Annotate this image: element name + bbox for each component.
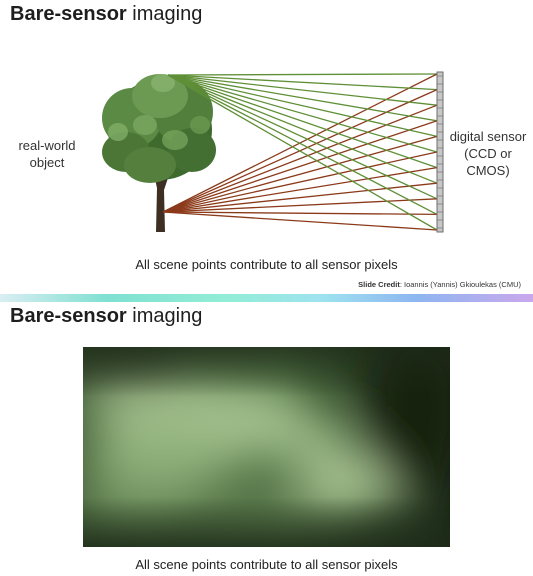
ray-top-source bbox=[167, 74, 438, 200]
ray-bottom-source bbox=[162, 135, 438, 213]
slide-credit: Slide Credit: Ioannis (Yannis) Gkiouleka… bbox=[358, 280, 521, 289]
ray-diagram bbox=[102, 71, 444, 233]
title-rest: imaging bbox=[126, 3, 203, 25]
ray-top-source bbox=[167, 74, 438, 138]
ray-bottom-source bbox=[162, 120, 438, 213]
ray-bottom-source bbox=[162, 104, 438, 213]
ray-top-source bbox=[167, 73, 438, 76]
title-rest: imaging bbox=[126, 305, 203, 327]
ray-bottom-source bbox=[162, 211, 438, 231]
digital-sensor-icon bbox=[436, 71, 444, 233]
ray-top-source bbox=[167, 74, 438, 184]
ray-bottom-source bbox=[162, 166, 438, 213]
light-rays bbox=[162, 73, 438, 231]
ray-top-source bbox=[167, 74, 438, 106]
credit-rest: : Ioannis (Yannis) Gkioulekas (CMU) bbox=[399, 280, 521, 289]
tree-icon bbox=[102, 74, 216, 232]
slide-gradient-bar bbox=[0, 294, 533, 302]
ray-bottom-source bbox=[162, 211, 438, 216]
ray-top-source bbox=[167, 74, 438, 169]
sensor-label: digital sensor (CCD or CMOS) bbox=[449, 129, 527, 178]
slide-title: Bare-sensor imaging bbox=[10, 3, 202, 26]
ray-top-source bbox=[167, 74, 438, 122]
ray-bottom-source bbox=[162, 198, 438, 213]
ray-top-source bbox=[167, 74, 438, 153]
slide-diagram: Bare-sensor imaging bbox=[0, 3, 533, 302]
slide-blurred-image: Bare-sensor imaging bbox=[0, 302, 533, 576]
ray-top-source bbox=[167, 74, 438, 215]
ray-top-source bbox=[167, 74, 438, 91]
title-bold: Bare-sensor bbox=[10, 3, 127, 25]
title-bold: Bare-sensor bbox=[10, 305, 127, 327]
ray-bottom-source bbox=[162, 151, 438, 213]
ray-bottom-source bbox=[162, 182, 438, 213]
blurred-sensor-image bbox=[83, 347, 450, 547]
slide-caption: All scene points contribute to all senso… bbox=[135, 557, 398, 572]
slide-caption: All scene points contribute to all senso… bbox=[135, 257, 398, 272]
ray-top-source bbox=[167, 74, 438, 231]
object-label: real-world object bbox=[18, 138, 76, 170]
credit-bold: Slide Credit bbox=[358, 280, 400, 289]
slide-title: Bare-sensor imaging bbox=[10, 305, 202, 328]
